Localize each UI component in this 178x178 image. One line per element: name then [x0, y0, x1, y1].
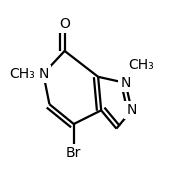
Text: N: N [38, 67, 49, 81]
Text: CH₃: CH₃ [128, 58, 154, 72]
Text: CH₃: CH₃ [9, 67, 35, 81]
Text: N: N [120, 76, 131, 90]
Text: N: N [126, 103, 137, 117]
Text: Br: Br [66, 146, 82, 160]
Text: O: O [59, 17, 70, 31]
